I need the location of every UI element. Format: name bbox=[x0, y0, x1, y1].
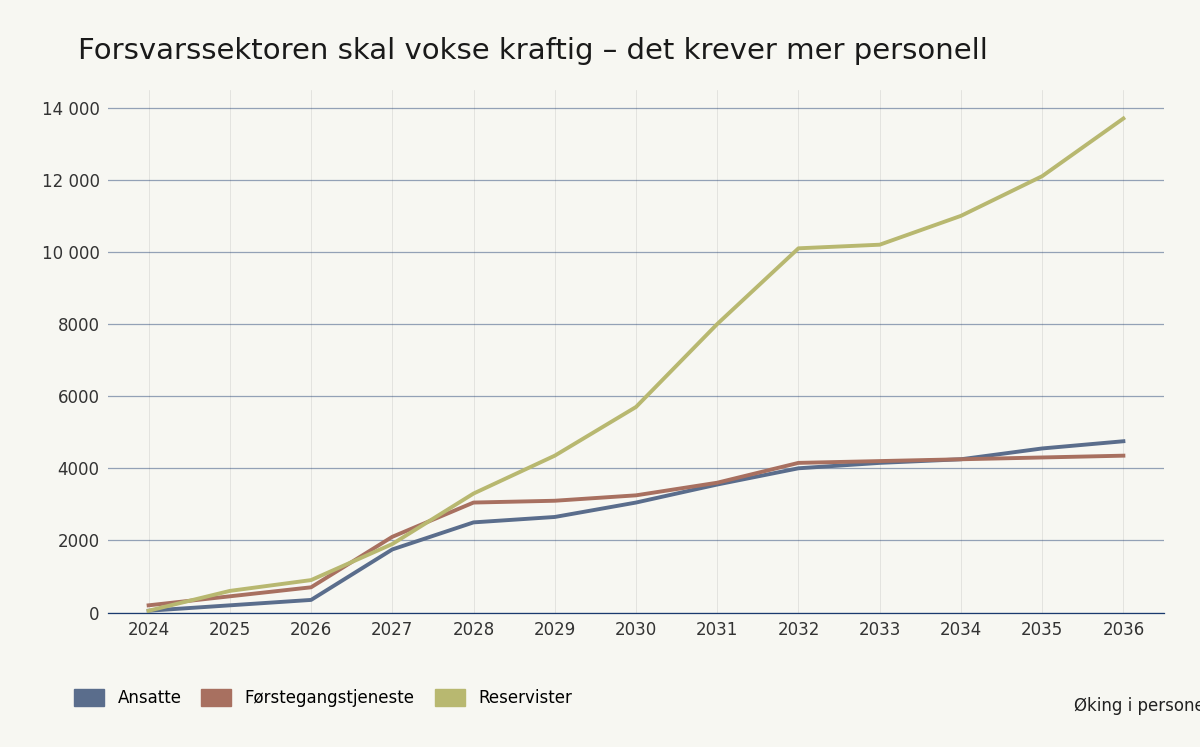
Text: Øking i personell: Øking i personell bbox=[1074, 697, 1200, 715]
Text: Forsvarssektoren skal vokse kraftig – det krever mer personell: Forsvarssektoren skal vokse kraftig – de… bbox=[78, 37, 988, 65]
Legend: Ansatte, Førstegangstjeneste, Reservister: Ansatte, Førstegangstjeneste, Reserviste… bbox=[74, 689, 572, 707]
